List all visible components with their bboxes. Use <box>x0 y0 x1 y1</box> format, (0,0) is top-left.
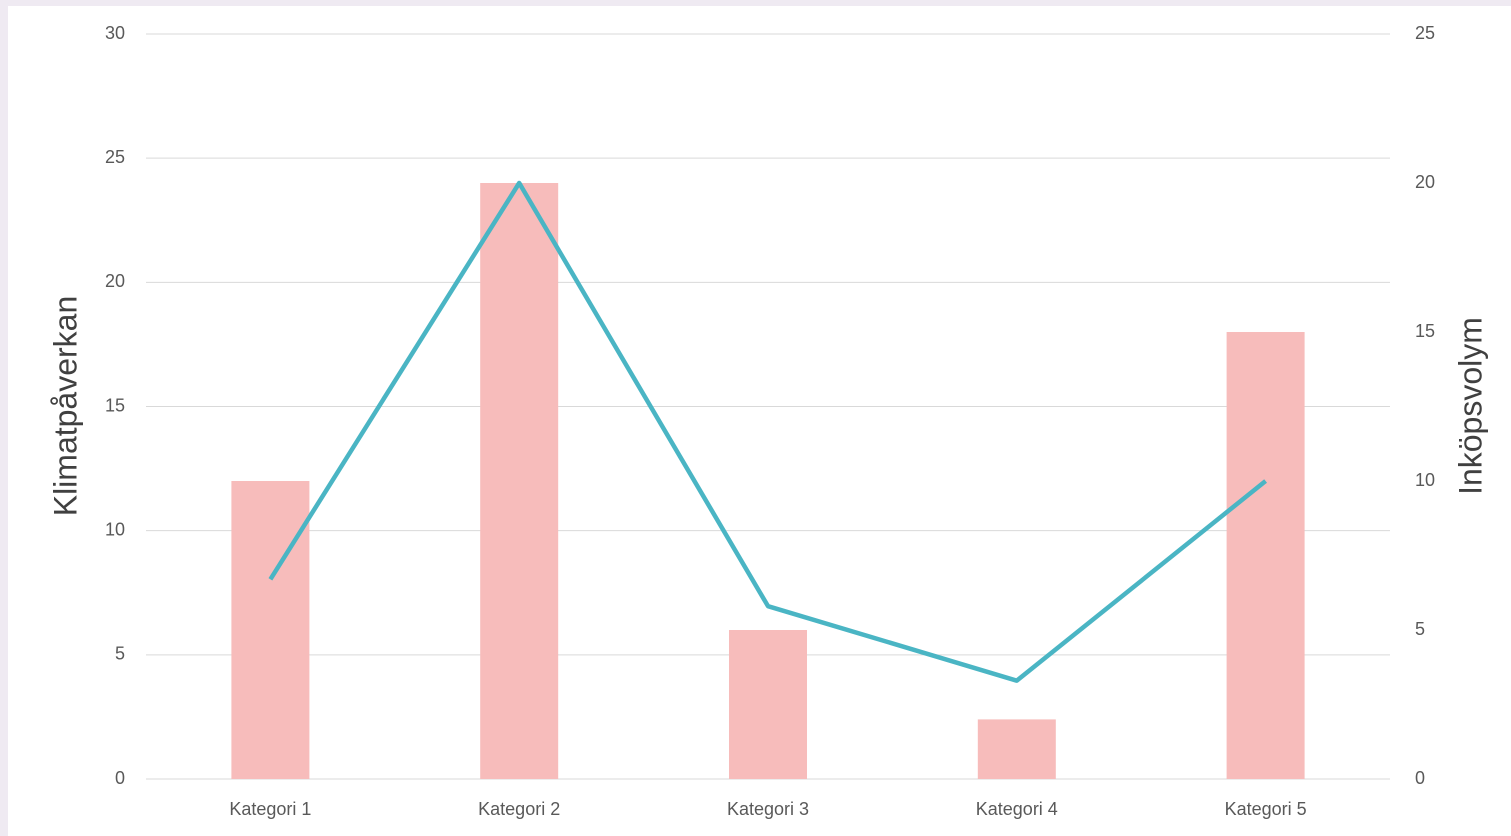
y-tick-label: 25 <box>105 147 125 167</box>
bar <box>729 630 807 779</box>
x-tick-label: Kategori 2 <box>478 799 560 819</box>
y-tick-label: 5 <box>115 644 125 664</box>
y2-tick-label: 0 <box>1415 768 1425 788</box>
y-tick-label: 0 <box>115 768 125 788</box>
x-tick-label: Kategori 4 <box>976 799 1058 819</box>
y-tick-label: 15 <box>105 395 125 415</box>
bar <box>231 481 310 779</box>
line <box>268 180 1268 683</box>
x-tick-label: Kategori 3 <box>727 799 809 819</box>
y-tick-label: 30 <box>105 23 125 43</box>
bar <box>480 183 559 779</box>
y2-tick-label: 25 <box>1415 23 1435 43</box>
x-tick-label: Kategori 1 <box>229 799 311 819</box>
bar <box>977 719 1056 779</box>
y2-axis-title: Inköpsvolym <box>1452 317 1488 495</box>
y-tick-label: 20 <box>105 271 125 291</box>
x-tick-label: Kategori 5 <box>1225 799 1307 819</box>
y2-tick-label: 10 <box>1415 470 1435 490</box>
y2-tick-label: 15 <box>1415 321 1435 341</box>
y2-tick-label: 5 <box>1415 619 1425 639</box>
y-tick-label: 10 <box>105 519 125 539</box>
bar <box>1226 332 1305 779</box>
y2-tick-label: 20 <box>1415 172 1435 192</box>
y-axis-title: Klimatpåverkan <box>47 296 83 517</box>
